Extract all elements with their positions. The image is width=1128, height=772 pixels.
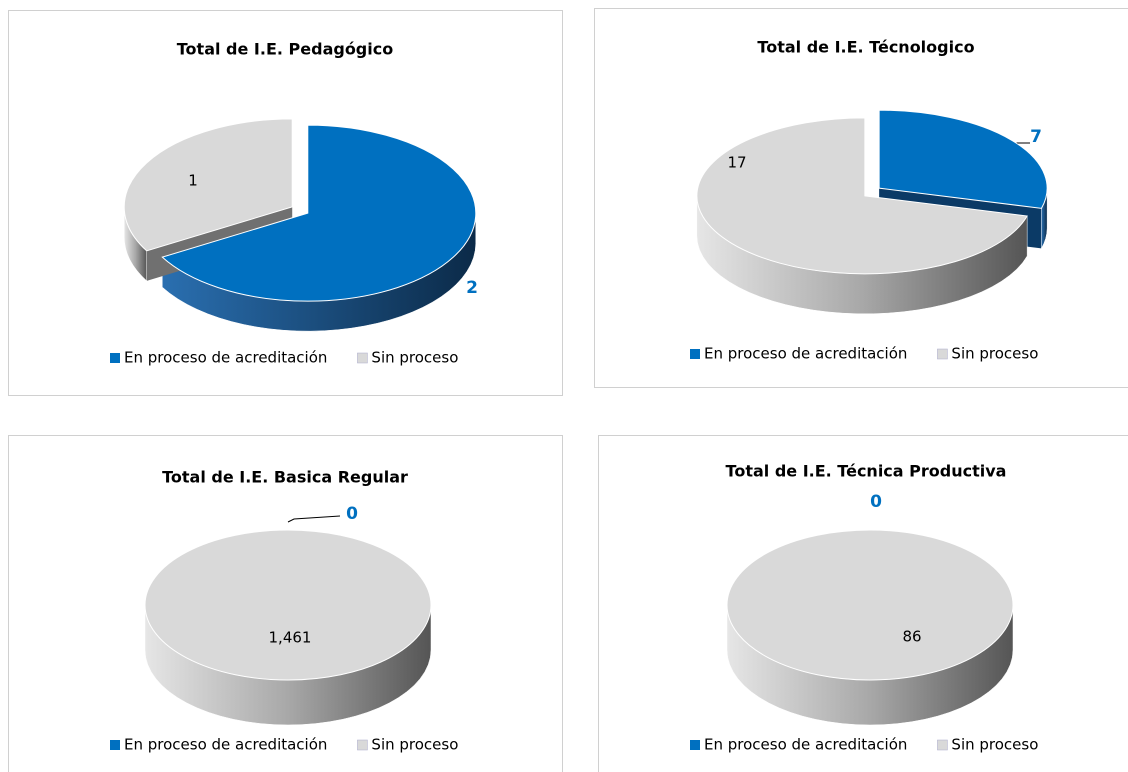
- legend-swatch: [690, 740, 700, 750]
- legend-swatch: [357, 352, 368, 364]
- slice: [696, 117, 1028, 275]
- legend-label: Sin proceso: [951, 345, 1038, 363]
- legend-label: Sin proceso: [951, 736, 1038, 754]
- slice: [878, 109, 1048, 209]
- legend-label: En proceso de acreditación: [124, 736, 327, 754]
- legend-swatch: [937, 739, 948, 751]
- legend-label: En proceso de acreditación: [704, 736, 907, 754]
- data-label: 17: [727, 154, 746, 172]
- legend-swatch: [937, 348, 948, 360]
- slice: [144, 529, 432, 681]
- chart-title: Total de I.E. Basica Regular: [162, 468, 408, 487]
- legend-label: Sin proceso: [371, 736, 458, 754]
- legend-swatch: [110, 740, 120, 750]
- chart-title: Total de I.E. Pedagógico: [177, 40, 393, 59]
- legend-swatch: [357, 739, 368, 751]
- chart-title: Total de I.E. Técnologico: [757, 38, 974, 57]
- legend-swatch: [110, 353, 120, 363]
- data-label: 0: [346, 504, 358, 524]
- legend-swatch: [690, 349, 700, 359]
- legend-label: En proceso de acreditación: [124, 349, 327, 367]
- chart-title: Total de I.E. Técnica Productiva: [726, 462, 1007, 481]
- data-label: 1: [188, 172, 198, 190]
- data-label: 86: [902, 628, 921, 646]
- legend-label: Sin proceso: [371, 349, 458, 367]
- legend-label: En proceso de acreditación: [704, 345, 907, 363]
- data-label: 1,461: [269, 629, 312, 647]
- data-label: 0: [870, 492, 882, 512]
- slice: [726, 529, 1014, 681]
- data-label: 2: [466, 278, 478, 298]
- slice: [123, 118, 293, 252]
- leader-line: [287, 515, 341, 523]
- data-label: 7: [1030, 127, 1042, 147]
- slice: [161, 124, 477, 302]
